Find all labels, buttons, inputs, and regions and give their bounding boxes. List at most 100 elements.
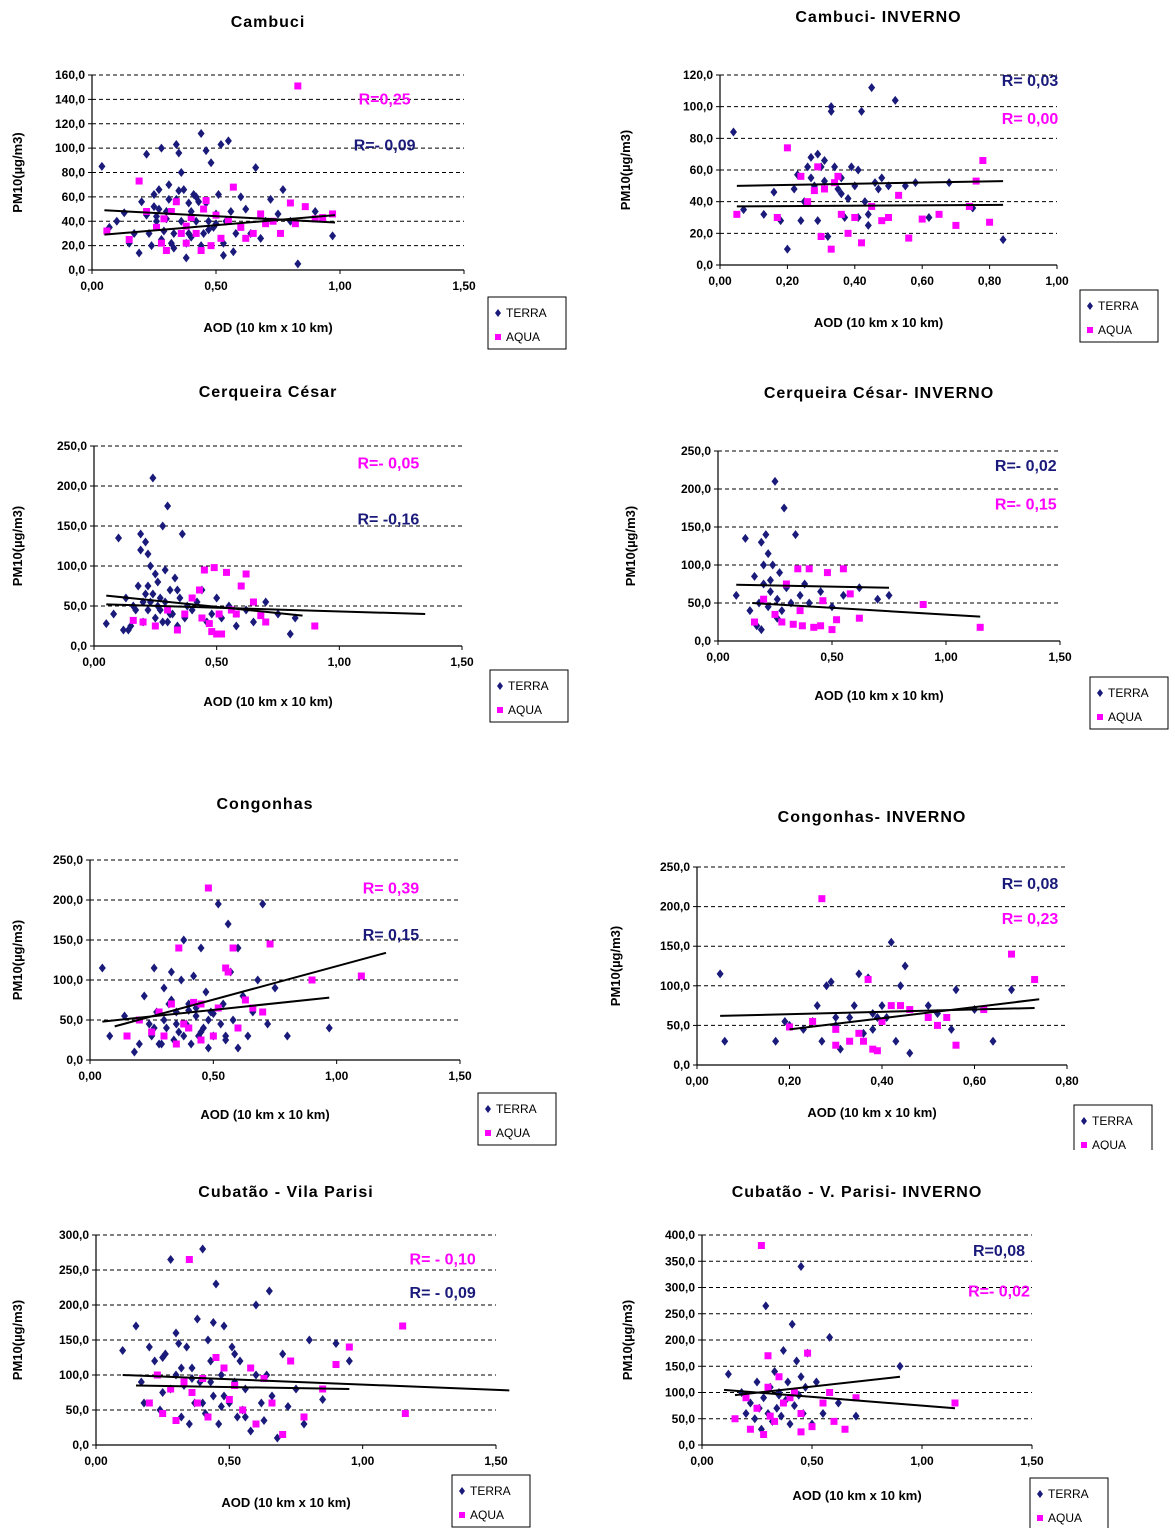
terra-point — [797, 216, 805, 226]
aqua-point — [213, 630, 221, 638]
terra-point — [742, 1409, 750, 1418]
terra-point — [762, 530, 770, 540]
y-tick-label: 100,0 — [660, 979, 690, 993]
aqua-point — [771, 1417, 779, 1425]
aqua-point — [262, 618, 270, 626]
terra-point — [215, 1419, 223, 1429]
r-value-aqua: R= 0,23 — [1002, 911, 1059, 928]
aqua-point — [188, 594, 196, 602]
terra-point — [241, 1384, 249, 1394]
terra-point — [729, 127, 737, 137]
terra-point — [167, 1255, 175, 1264]
aqua-point — [300, 1413, 308, 1421]
terra-point — [252, 1370, 260, 1380]
r-value-terra: R=0,08 — [973, 1243, 1025, 1260]
terra-point — [165, 180, 173, 190]
terra-point — [159, 617, 167, 627]
y-tick-label: 150,0 — [660, 939, 690, 953]
terra-point — [150, 963, 158, 973]
aqua-point — [268, 1399, 276, 1407]
aqua-point — [181, 610, 189, 618]
aqua-point — [860, 1037, 867, 1045]
terra-point — [766, 587, 774, 597]
terra-point — [786, 1419, 794, 1429]
aqua-point — [242, 570, 250, 578]
terra-point — [130, 1047, 138, 1057]
legend-box — [451, 1474, 531, 1528]
terra-point — [185, 1005, 193, 1015]
terra-point — [878, 173, 886, 183]
terra-point — [1008, 985, 1015, 995]
legend-label-terra: TERRA — [506, 306, 547, 320]
terra-point — [175, 148, 183, 158]
terra-point — [784, 1377, 792, 1387]
terra-point — [209, 1318, 217, 1327]
terra-point — [164, 617, 172, 627]
aqua-point — [155, 1008, 163, 1016]
aqua-point — [746, 1425, 754, 1433]
aqua-point — [215, 610, 223, 618]
x-axis-label: AOD (10 km x 10 km) — [814, 315, 943, 330]
x-axis-label: AOD (10 km x 10 km) — [221, 1495, 350, 1510]
aqua-point — [239, 1406, 247, 1414]
aqua-point — [753, 1404, 761, 1412]
aqua-point — [924, 1013, 932, 1021]
aqua-point — [152, 223, 160, 231]
aqua-point — [833, 616, 841, 624]
x-tick-label: 1,50 — [1048, 650, 1072, 664]
r-value-aqua: R= 0,00 — [1002, 111, 1059, 128]
terra-point — [135, 1039, 143, 1049]
aqua-point — [218, 630, 226, 638]
terra-point — [814, 216, 822, 226]
terra-point — [151, 569, 159, 579]
legend-marker-terra — [1081, 1117, 1087, 1125]
aqua-point — [837, 210, 845, 218]
terra-point — [135, 248, 143, 258]
x-tick-label: 0,00 — [84, 1454, 108, 1468]
legend: TERRA AQUA — [1089, 676, 1169, 730]
chart-panel-3: Cerqueira César- INVERNO 0,0 50,0 100,0 150,… — [590, 372, 1175, 772]
aqua-point — [805, 565, 813, 573]
terra-point — [222, 1035, 230, 1045]
y-tick-label: 20,0 — [62, 239, 86, 253]
terra-point — [788, 1319, 796, 1329]
aqua-point — [200, 566, 208, 574]
aqua-point — [760, 595, 768, 603]
x-tick-label: 0,00 — [708, 274, 732, 288]
terra-point — [807, 152, 815, 162]
aqua-point — [855, 614, 863, 622]
aqua-point — [329, 210, 337, 218]
terra-point — [151, 1356, 159, 1366]
x-tick-label: 1,50 — [1020, 1454, 1044, 1468]
terra-point — [257, 233, 265, 243]
x-axis-label: AOD (10 km x 10 km) — [807, 1105, 936, 1120]
y-tick-label: 100,0 — [681, 558, 711, 572]
terra-point — [124, 625, 132, 635]
aqua-point — [846, 590, 854, 598]
aqua-point — [858, 239, 866, 247]
aqua-point — [826, 1389, 834, 1396]
terra-point — [145, 1342, 153, 1352]
aqua-point — [794, 565, 802, 573]
terra-point — [896, 1361, 904, 1371]
terra-point — [300, 1419, 308, 1429]
terra-point — [159, 521, 167, 531]
terra-point — [224, 919, 232, 929]
r-value-terra: R=- 0,09 — [354, 138, 416, 155]
aqua-point — [193, 1399, 201, 1407]
terra-point — [202, 146, 210, 156]
terra-point — [162, 1023, 170, 1033]
y-tick-label: 120,0 — [683, 68, 713, 82]
y-tick-label: 100,0 — [665, 1386, 695, 1400]
terra-point — [227, 207, 235, 216]
aqua-point — [185, 1256, 193, 1263]
legend-marker-terra — [1087, 302, 1093, 310]
r-value-terra: R=- 0,02 — [995, 458, 1057, 475]
terra-point — [868, 83, 876, 93]
terra-point — [204, 1043, 212, 1053]
terra-point — [924, 1001, 932, 1011]
y-tick-label: 150,0 — [53, 933, 83, 947]
terra-point — [212, 1279, 220, 1289]
terra-point — [827, 102, 835, 112]
trendline-terra — [106, 594, 303, 617]
